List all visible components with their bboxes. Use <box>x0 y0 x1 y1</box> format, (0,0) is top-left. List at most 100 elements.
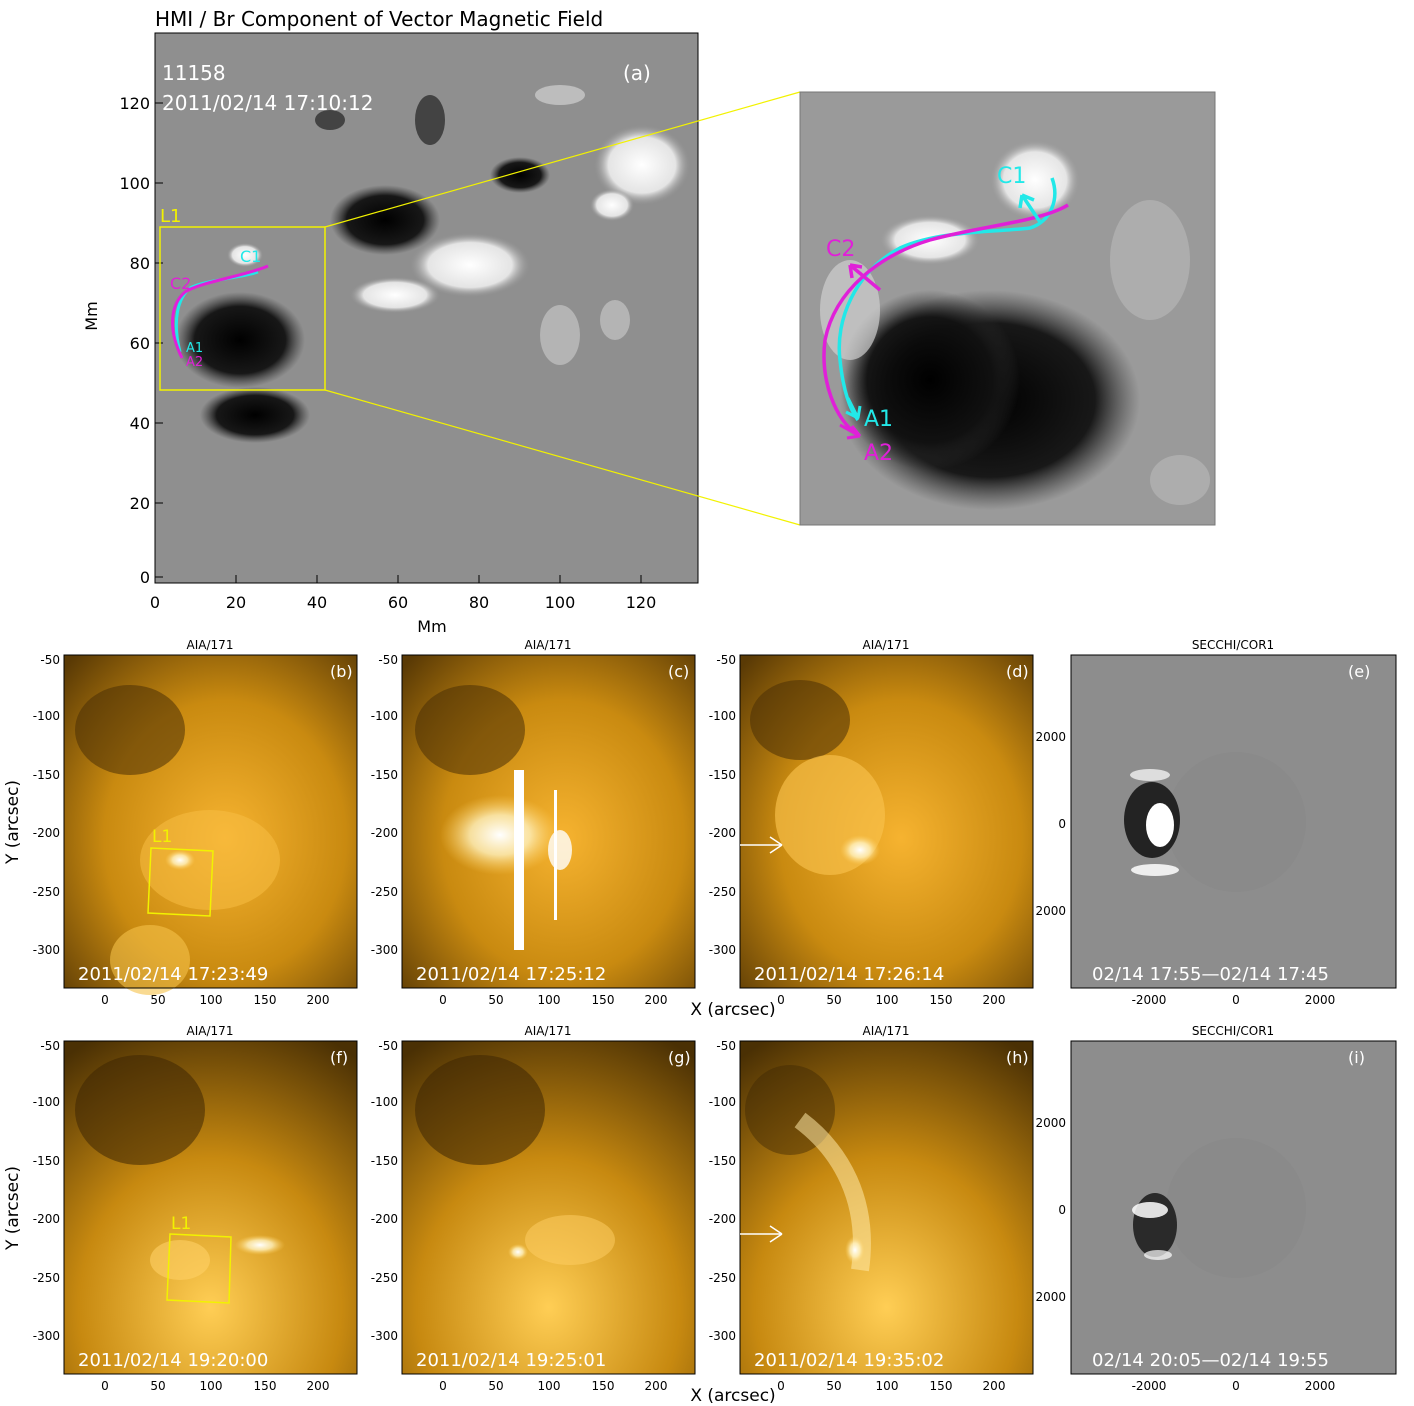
row1-ytick-labels: -50 -100 -150 -200 -250 -300 -50 -100 -1… <box>33 653 1066 957</box>
tick-label: 100 <box>876 993 899 1007</box>
label-c1-small: C1 <box>240 247 261 266</box>
panel-i-time: 02/14 20:05—02/14 19:55 <box>1092 1350 1329 1371</box>
label-a1-small: A1 <box>186 341 203 356</box>
tick-label: -300 <box>709 1329 736 1343</box>
panel-c-image <box>402 655 695 988</box>
panel-a-title: HMI / Br Component of Vector Magnetic Fi… <box>155 7 603 31</box>
tick-label: -250 <box>33 885 60 899</box>
panel-f-tag: (f) <box>330 1048 348 1067</box>
tick-label: -50 <box>716 653 736 667</box>
tick-label: 0 <box>1058 1203 1066 1217</box>
label-c2: C2 <box>826 237 855 262</box>
tick-label: -150 <box>33 768 60 782</box>
label-c2-small: C2 <box>170 274 191 293</box>
tick-label: -300 <box>371 1329 398 1343</box>
panel-e-title: SECCHI/COR1 <box>1192 638 1274 652</box>
tick-label: -200 <box>709 1212 736 1226</box>
tick-label: 0 <box>101 993 109 1007</box>
tick-label: -250 <box>33 1271 60 1285</box>
panel-e-image <box>1071 655 1396 988</box>
tick-label: 0 <box>101 1379 109 1393</box>
row2-ylabel: Y (arcsec) <box>3 1166 23 1251</box>
label-a2-small: A2 <box>186 355 203 370</box>
panel-d-arrow <box>740 836 783 854</box>
tick-label: 150 <box>254 993 277 1007</box>
tick-label: 50 <box>826 993 841 1007</box>
panel-f-time: 2011/02/14 19:20:00 <box>78 1350 268 1371</box>
label-a2: A2 <box>864 441 893 466</box>
tick-label: 2000 <box>1035 1116 1066 1130</box>
tick-label: 200 <box>307 1379 330 1393</box>
tick-label: 100 <box>538 1379 561 1393</box>
panel-h-tag: (h) <box>1006 1048 1029 1067</box>
arrow-a2 <box>839 423 862 440</box>
panel-i-image <box>1071 1041 1396 1374</box>
tick-label: -250 <box>709 885 736 899</box>
tick-label: 0 <box>1058 817 1066 831</box>
tick-label: -100 <box>371 709 398 723</box>
tick-label: -100 <box>33 1095 60 1109</box>
panel-d-tag: (d) <box>1006 662 1029 681</box>
tick-label: -300 <box>33 1329 60 1343</box>
tick-label: 60 <box>130 334 150 353</box>
flux-rope-magenta <box>822 203 1069 437</box>
tick-label: -2000 <box>1132 993 1167 1007</box>
panel-b-image <box>64 655 357 995</box>
l1-box-label: L1 <box>160 206 181 227</box>
tick-label: -100 <box>371 1095 398 1109</box>
zoom-line-top <box>324 91 801 228</box>
tick-label: -300 <box>709 943 736 957</box>
tick-label: 200 <box>307 993 330 1007</box>
panel-b-l1-box <box>147 847 214 917</box>
tick-label: 20 <box>226 593 246 612</box>
tick-label: -2000 <box>1132 1379 1167 1393</box>
panel-e-frame <box>1070 654 1397 989</box>
row1-titles: AIA/171 AIA/171 AIA/171 SECCHI/COR1 <box>187 638 1275 652</box>
tick-label: 0 <box>140 568 150 587</box>
panel-d-title: AIA/171 <box>863 638 910 652</box>
panel-a-ar-number: 11158 <box>162 61 226 85</box>
zoom-inset <box>800 92 1215 525</box>
tick-label: -150 <box>371 768 398 782</box>
tick-label: 50 <box>488 1379 503 1393</box>
panel-b-title: AIA/171 <box>187 638 234 652</box>
tick-label: 200 <box>645 1379 668 1393</box>
tick-label: 0 <box>150 593 160 612</box>
tick-label: 50 <box>150 993 165 1007</box>
tick-label: 0 <box>777 993 785 1007</box>
panel-a-ylabel: Mm <box>82 301 101 330</box>
panel-c-frame <box>401 654 696 989</box>
panel-e-time: 02/14 17:55—02/14 17:45 <box>1092 964 1329 985</box>
panel-f-l1-box <box>166 1233 232 1304</box>
panel-a-magnetogram <box>155 33 698 583</box>
tick-label: 100 <box>200 1379 223 1393</box>
label-a1: A1 <box>864 407 893 432</box>
panel-i-tag: (i) <box>1348 1048 1365 1067</box>
tick-label: 2000 <box>1035 730 1066 744</box>
tick-label: 100 <box>538 993 561 1007</box>
arrow-a1 <box>845 397 862 420</box>
tick-label: -150 <box>709 1154 736 1168</box>
label-c1: C1 <box>997 164 1026 189</box>
panel-c-tag: (c) <box>668 662 689 681</box>
tick-label: 100 <box>876 1379 899 1393</box>
panel-f-l1-label: L1 <box>171 1214 191 1234</box>
tick-label: 80 <box>469 593 489 612</box>
tick-label: 150 <box>592 993 615 1007</box>
tick-label: 50 <box>150 1379 165 1393</box>
tick-label: 200 <box>983 993 1006 1007</box>
tick-label: 100 <box>200 993 223 1007</box>
l1-box <box>159 226 326 391</box>
panel-h-arrow <box>740 1225 783 1243</box>
tick-label: 200 <box>983 1379 1006 1393</box>
row1-xlabel: X (arcsec) <box>690 1000 775 1020</box>
arrow-c1 <box>1018 193 1042 223</box>
panel-g-time: 2011/02/14 19:25:01 <box>416 1350 606 1371</box>
tick-label: -200 <box>709 826 736 840</box>
tick-label: -200 <box>33 826 60 840</box>
tick-label: -100 <box>709 1095 736 1109</box>
tick-label: -50 <box>378 1039 398 1053</box>
panel-d-frame <box>739 654 1034 989</box>
panel-b-time: 2011/02/14 17:23:49 <box>78 964 268 985</box>
